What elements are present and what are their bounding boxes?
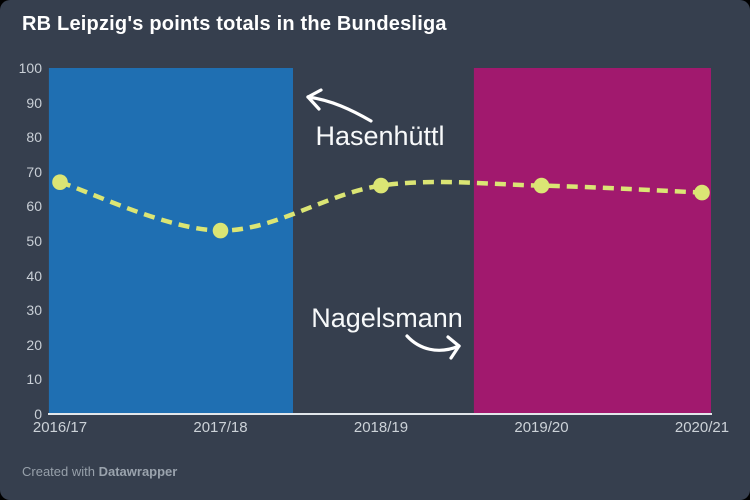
y-tick-label-60: 60 <box>26 198 42 215</box>
line-chart <box>48 68 712 415</box>
x-tick-label-2016-17: 2016/17 <box>32 419 88 436</box>
attribution: Created with Datawrapper <box>22 464 177 479</box>
data-point-2019-20 <box>533 177 550 194</box>
x-tick-label-2019-20: 2019/20 <box>514 419 569 436</box>
annotation-hasenhuettl: Hasenhüttl <box>315 121 445 151</box>
y-tick-label-90: 90 <box>26 94 42 111</box>
y-tick-label-20: 20 <box>26 336 42 353</box>
datawrapper-link[interactable]: Datawrapper <box>98 464 178 479</box>
x-tick-label-2017-18: 2017/18 <box>193 419 248 436</box>
x-tick-label-2018-19: 2018/19 <box>353 419 409 436</box>
data-point-2017-18 <box>212 222 229 239</box>
y-tick-label-40: 40 <box>26 267 42 284</box>
attribution-prefix: Created with <box>22 464 99 479</box>
y-tick-label-80: 80 <box>26 129 42 146</box>
x-axis-line <box>48 413 712 415</box>
points-trend-line <box>59 179 703 233</box>
coach-region-hasenhttl <box>48 68 294 413</box>
data-point-2020-21 <box>694 184 710 201</box>
coach-region-nagelsmann <box>473 68 711 413</box>
y-tick-label-10: 10 <box>26 371 42 388</box>
y-tick-label-30: 30 <box>26 302 42 319</box>
y-tick-label-0: 0 <box>34 406 42 422</box>
x-tick-label-2020-21: 2020/21 <box>674 419 730 436</box>
y-tick-label-50: 50 <box>26 233 42 249</box>
y-tick-label-70: 70 <box>26 163 42 180</box>
chart-title: RB Leipzig's points totals in the Bundes… <box>22 13 447 35</box>
data-point-2018-19 <box>373 177 389 194</box>
annotation-nagelsmann: Nagelsmann <box>311 303 463 333</box>
data-point-2016-17 <box>52 174 68 190</box>
y-tick-label-100: 100 <box>18 60 42 76</box>
